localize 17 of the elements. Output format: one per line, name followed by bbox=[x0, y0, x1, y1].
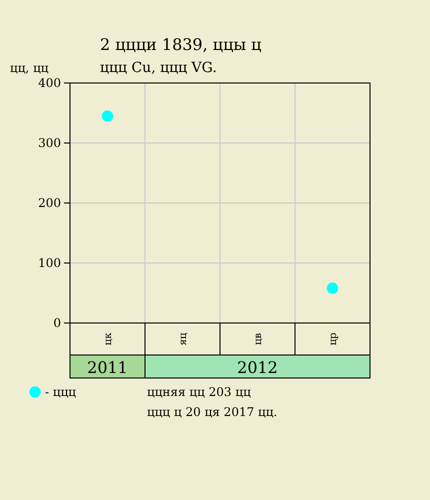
y-tick-label: 0 bbox=[53, 316, 61, 330]
x-tick-label: яц bbox=[178, 332, 189, 346]
text: 2012 bbox=[237, 358, 278, 377]
text: ццняя цц 203 цц bbox=[147, 385, 252, 399]
chart-title: 2 ццци 1839, ццы ц bbox=[100, 35, 262, 54]
y-axis-title: цц, цц bbox=[10, 61, 49, 75]
text: 2011 bbox=[87, 358, 128, 377]
text: ццц ц 20 ця 2017 цц. bbox=[147, 405, 278, 419]
y-tick-label: 400 bbox=[38, 76, 61, 90]
y-tick-label: 200 bbox=[38, 196, 61, 210]
x-tick-label: цв bbox=[253, 332, 264, 346]
chart-subtitle: ццц Cu, ццц VG. bbox=[100, 60, 217, 76]
x-tick-label: цк bbox=[103, 332, 114, 346]
x-tick-label: цр bbox=[328, 332, 339, 346]
legend-label: - ццц bbox=[45, 385, 76, 399]
y-tick-label: 100 bbox=[38, 256, 61, 270]
y-tick-label: 300 bbox=[38, 136, 61, 150]
